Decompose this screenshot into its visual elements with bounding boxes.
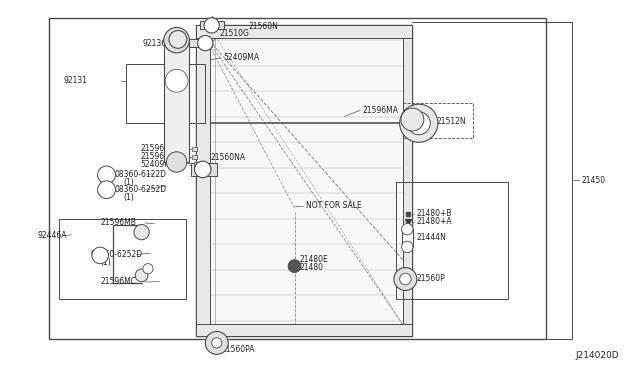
Text: (1): (1) xyxy=(100,258,111,267)
Ellipse shape xyxy=(195,161,211,178)
Text: 08360-6252D: 08360-6252D xyxy=(91,250,143,259)
Ellipse shape xyxy=(212,338,222,348)
Text: 21560NA: 21560NA xyxy=(211,153,246,162)
Text: (1): (1) xyxy=(124,193,134,202)
Text: 21480E: 21480E xyxy=(300,254,328,264)
Ellipse shape xyxy=(135,269,148,282)
Bar xyxy=(194,162,199,167)
Ellipse shape xyxy=(401,241,413,253)
Ellipse shape xyxy=(166,152,187,172)
Text: 92131: 92131 xyxy=(64,76,88,85)
Ellipse shape xyxy=(198,35,213,51)
Ellipse shape xyxy=(165,69,188,92)
Ellipse shape xyxy=(164,28,189,53)
Bar xyxy=(196,25,412,38)
Text: 92446A: 92446A xyxy=(38,231,67,240)
Bar xyxy=(396,182,508,299)
Bar xyxy=(403,25,412,336)
Text: 08360-6122D: 08360-6122D xyxy=(115,170,167,179)
Bar xyxy=(200,21,225,29)
Bar xyxy=(196,25,210,336)
Bar xyxy=(403,103,473,138)
Text: 21480+A: 21480+A xyxy=(417,217,452,226)
Text: 92136A: 92136A xyxy=(143,39,172,48)
Ellipse shape xyxy=(204,18,220,33)
Bar xyxy=(191,163,217,176)
Text: 21480: 21480 xyxy=(300,263,324,272)
Text: 21560N: 21560N xyxy=(248,22,278,31)
Bar xyxy=(125,64,205,123)
Ellipse shape xyxy=(134,225,149,240)
Text: 21596MB: 21596MB xyxy=(100,218,136,227)
Text: J214020D: J214020D xyxy=(576,350,620,359)
Text: 21450: 21450 xyxy=(581,176,605,185)
Bar xyxy=(192,155,197,160)
Ellipse shape xyxy=(92,247,108,264)
Text: 21596MA: 21596MA xyxy=(363,106,399,115)
Bar xyxy=(59,219,186,299)
Text: 21596M: 21596M xyxy=(140,144,171,153)
Text: 21510G: 21510G xyxy=(220,29,249,38)
Bar xyxy=(196,25,412,336)
Ellipse shape xyxy=(98,166,115,184)
Ellipse shape xyxy=(399,273,411,285)
Ellipse shape xyxy=(205,331,228,355)
Bar xyxy=(192,147,197,151)
Bar xyxy=(196,324,412,336)
Text: S: S xyxy=(105,187,108,192)
Bar xyxy=(164,40,189,162)
Text: 08360-6252D: 08360-6252D xyxy=(115,185,167,194)
Text: 21512N: 21512N xyxy=(436,117,466,126)
Text: 21444N: 21444N xyxy=(417,233,447,242)
Bar xyxy=(49,18,546,339)
Ellipse shape xyxy=(399,104,438,142)
Text: NOT FOR SALE: NOT FOR SALE xyxy=(306,201,362,210)
Text: 52409MA: 52409MA xyxy=(223,53,259,62)
Ellipse shape xyxy=(394,267,417,291)
Ellipse shape xyxy=(401,224,413,235)
Bar xyxy=(189,39,205,47)
Ellipse shape xyxy=(401,108,424,131)
Ellipse shape xyxy=(98,181,115,199)
Ellipse shape xyxy=(288,260,301,272)
Text: S: S xyxy=(99,253,102,258)
Text: 21560P: 21560P xyxy=(417,274,445,283)
Text: 21480+B: 21480+B xyxy=(417,209,452,218)
Ellipse shape xyxy=(407,112,430,135)
Text: S: S xyxy=(105,173,108,177)
Ellipse shape xyxy=(169,31,187,48)
Text: 21560PA: 21560PA xyxy=(221,345,255,354)
Text: 21596M: 21596M xyxy=(140,152,171,161)
Text: 52409M: 52409M xyxy=(140,160,171,169)
Text: 21596MC: 21596MC xyxy=(100,278,136,286)
Bar xyxy=(401,229,413,247)
Ellipse shape xyxy=(143,264,153,274)
Text: (1): (1) xyxy=(124,178,134,187)
